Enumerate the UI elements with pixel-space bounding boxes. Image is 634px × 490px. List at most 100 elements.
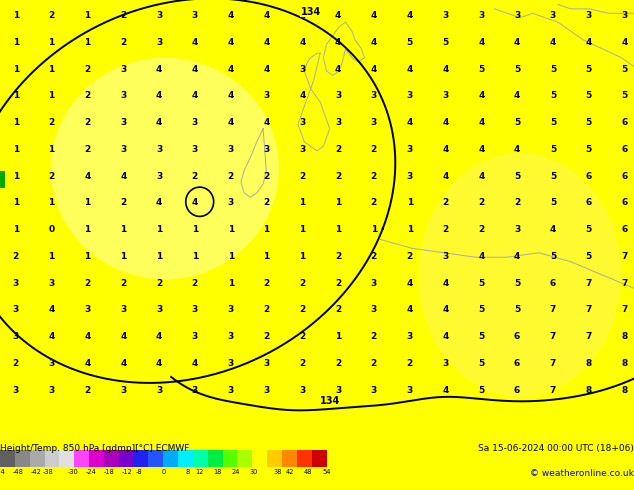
Text: 2: 2 [84,118,91,127]
Text: 4: 4 [191,198,198,207]
Bar [15,450,30,466]
Text: 4: 4 [371,65,377,74]
Text: 4: 4 [263,118,269,127]
Text: -8: -8 [136,469,143,475]
Text: 3: 3 [13,332,19,341]
Text: 3: 3 [586,11,592,20]
Text: 3: 3 [120,145,126,154]
Text: 2: 2 [84,279,91,288]
Text: 3: 3 [191,386,198,395]
Text: 3: 3 [406,91,413,100]
Text: -54: -54 [0,469,6,475]
Text: 2: 2 [191,172,198,181]
Text: 3: 3 [335,386,341,395]
Text: 1: 1 [49,145,55,154]
Text: 7: 7 [586,305,592,315]
Text: 5: 5 [478,279,484,288]
Text: 4: 4 [48,305,55,315]
Text: 4: 4 [299,38,306,47]
Bar [148,450,164,466]
Bar [297,450,312,466]
Text: © weatheronline.co.uk: © weatheronline.co.uk [530,469,634,478]
Text: 4: 4 [621,38,628,47]
Text: 4: 4 [228,38,234,47]
Text: 2: 2 [478,198,484,207]
Text: 4: 4 [478,172,484,181]
Text: 3: 3 [120,305,126,315]
Ellipse shape [418,153,621,397]
Text: 1: 1 [299,225,306,234]
Text: 4: 4 [443,386,449,395]
Text: 2: 2 [443,198,449,207]
Text: 8: 8 [621,332,628,341]
Ellipse shape [51,58,279,279]
Text: 4: 4 [443,172,449,181]
Text: 5: 5 [586,65,592,74]
Text: 1: 1 [49,198,55,207]
Text: 2: 2 [120,198,126,207]
Text: 3: 3 [514,11,521,20]
Text: 3: 3 [156,38,162,47]
Text: 3: 3 [371,91,377,100]
Text: 4: 4 [191,38,198,47]
Text: 8: 8 [621,386,628,395]
Text: 2: 2 [156,279,162,288]
Text: 3: 3 [13,386,19,395]
Text: 3: 3 [228,198,234,207]
Text: 7: 7 [550,386,556,395]
Text: 5: 5 [550,252,556,261]
Text: 3: 3 [13,305,19,315]
Text: 4: 4 [443,145,449,154]
Text: 1: 1 [84,38,91,47]
Text: 2: 2 [84,65,91,74]
Text: 2: 2 [443,225,449,234]
Text: 1: 1 [13,91,19,100]
Text: 2: 2 [406,252,413,261]
Text: 3: 3 [335,91,341,100]
Text: 7: 7 [586,279,592,288]
Text: 1: 1 [406,198,413,207]
Text: 1: 1 [13,198,19,207]
Text: 2: 2 [371,198,377,207]
Text: 1: 1 [263,225,269,234]
Text: 3: 3 [120,91,126,100]
Text: 2: 2 [335,305,341,315]
Text: 1: 1 [371,225,377,234]
Text: 4: 4 [48,332,55,341]
Text: 3: 3 [514,225,521,234]
Text: 3: 3 [156,305,162,315]
Text: 2: 2 [335,145,341,154]
Text: 4: 4 [120,332,126,341]
Text: 4: 4 [156,332,162,341]
Text: 1: 1 [299,252,306,261]
Text: 3: 3 [228,305,234,315]
Text: 4: 4 [371,11,377,20]
Bar [223,450,238,466]
Text: 3: 3 [191,11,198,20]
Text: 6: 6 [621,145,628,154]
Text: 5: 5 [478,332,484,341]
Bar [238,450,252,466]
Text: 4: 4 [228,65,234,74]
Text: 4: 4 [514,91,521,100]
Text: 5: 5 [478,65,484,74]
Text: -30: -30 [67,469,78,475]
Text: 4: 4 [335,11,341,20]
Text: 4: 4 [335,65,341,74]
Text: 5: 5 [550,118,556,127]
Text: 4: 4 [263,65,269,74]
Text: 5: 5 [478,359,484,368]
Text: 3: 3 [371,118,377,127]
Text: 3: 3 [156,11,162,20]
Text: 6: 6 [514,359,521,368]
Text: 5: 5 [621,65,628,74]
Text: 3: 3 [263,91,269,100]
Text: 4: 4 [228,11,234,20]
Text: 6: 6 [621,172,628,181]
Text: 4: 4 [406,279,413,288]
Text: 4: 4 [191,65,198,74]
Text: 7: 7 [586,332,592,341]
Text: 8: 8 [185,469,190,475]
Text: 3: 3 [228,332,234,341]
Text: 2: 2 [299,305,306,315]
